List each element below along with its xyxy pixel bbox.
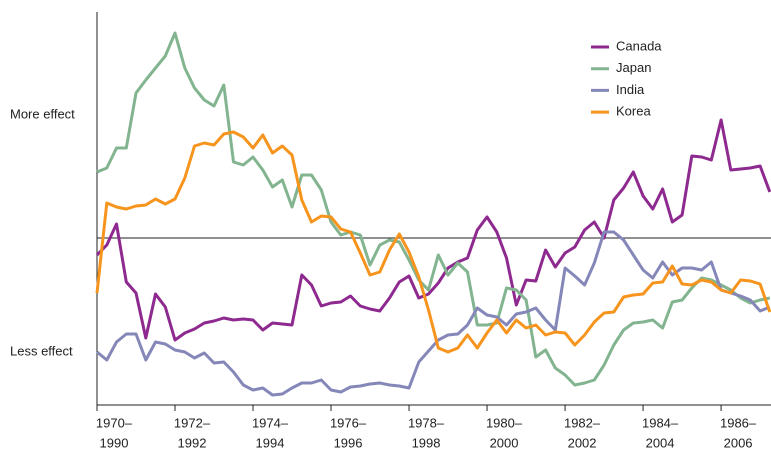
x-tick-label: 1998 — [412, 435, 441, 450]
x-tick-label: 1984– — [642, 415, 679, 430]
series-line — [95, 130, 771, 354]
x-tick-label: 1986– — [720, 415, 757, 430]
x-tick-label: 2006 — [724, 435, 753, 450]
x-tick-label: 1990 — [100, 435, 129, 450]
legend-label: India — [616, 82, 645, 97]
legend-label: Japan — [616, 60, 651, 75]
x-tick-label: 1994 — [256, 435, 285, 450]
series-line — [95, 118, 771, 342]
x-tick-label: 1972– — [174, 415, 211, 430]
x-tick-label: 2002 — [568, 435, 597, 450]
x-tick-label: 2000 — [490, 435, 519, 450]
y-tick-label: More effect — [10, 106, 75, 121]
legend-label: Korea — [616, 104, 651, 119]
x-tick-label: 1992 — [178, 435, 207, 450]
x-tick-label: 1976– — [330, 415, 367, 430]
x-tick-label: 1970– — [96, 415, 133, 430]
x-tick-label: 1978– — [408, 415, 445, 430]
x-tick-label: 1974– — [252, 415, 289, 430]
x-tick-label: 1980– — [486, 415, 523, 430]
series-line — [96, 230, 771, 397]
x-tick-label: 2004 — [646, 435, 675, 450]
series-line — [96, 31, 771, 387]
x-tick-label: 1982– — [564, 415, 601, 430]
legend-label: Canada — [616, 38, 662, 53]
x-tick-label: 1996 — [334, 435, 363, 450]
y-tick-label: Less effect — [10, 343, 73, 358]
